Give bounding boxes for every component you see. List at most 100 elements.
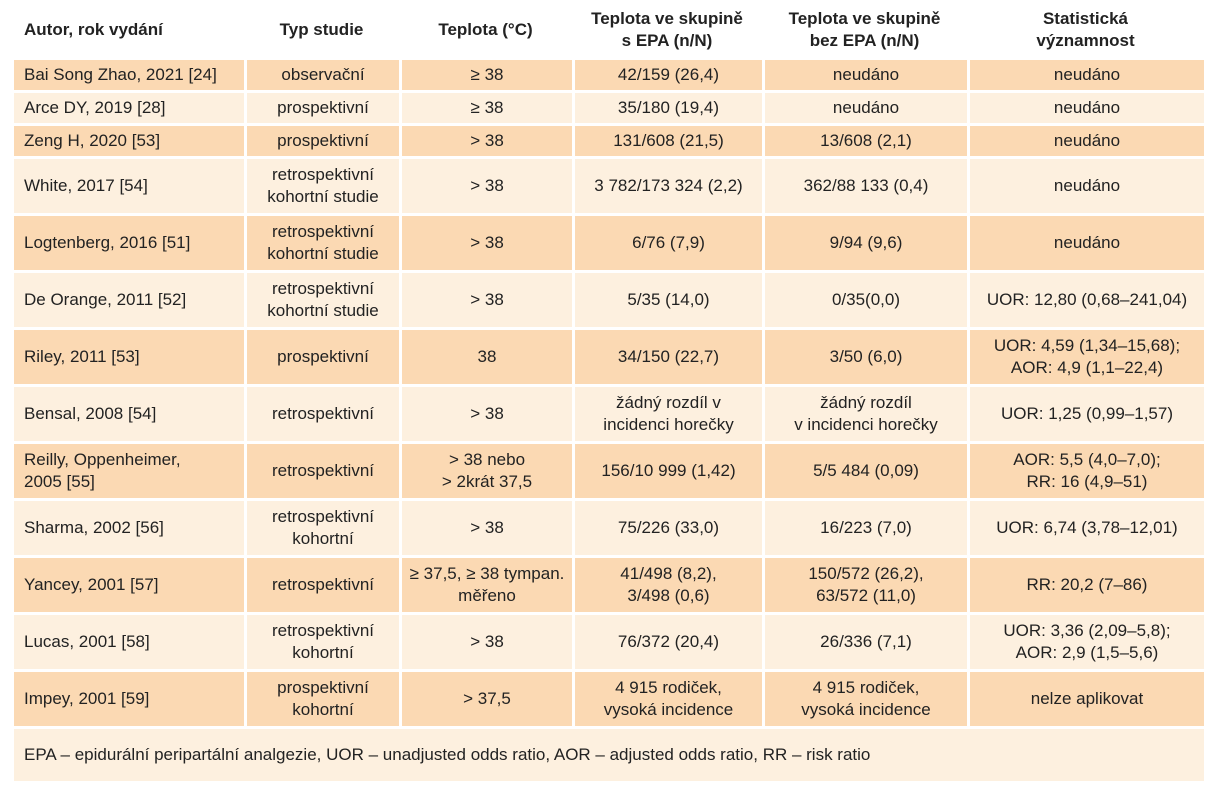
table-cell: > 38 <box>399 501 572 558</box>
table-cell: retrospektivní <box>244 444 399 501</box>
table-cell: neudáno <box>967 159 1204 216</box>
table-cell: Impey, 2001 [59] <box>14 672 244 729</box>
table-cell: > 38 <box>399 159 572 216</box>
table-cell: žádný rozdíl v incidenci horečky <box>572 387 762 444</box>
table-cell: > 37,5 <box>399 672 572 729</box>
table-cell: UOR: 4,59 (1,34–15,68); AOR: 4,9 (1,1–22,… <box>967 330 1204 387</box>
table-cell: prospektivní kohortní <box>244 672 399 729</box>
table-row: Zeng H, 2020 [53] prospektivní > 38 131/608… <box>14 126 1204 159</box>
table-row: Bensal, 2008 [54] retrospektivní > 38 žádný… <box>14 387 1204 444</box>
study-table: Autor, rok vydání Typ studie Teplota (°C) T… <box>14 0 1204 781</box>
table-cell: Yancey, 2001 [57] <box>14 558 244 615</box>
column-header: Teplota ve skupině s EPA (n/N) <box>572 0 762 60</box>
header-row: Autor, rok vydání Typ studie Teplota (°C) T… <box>14 0 1204 60</box>
table-cell: neudáno <box>762 93 967 126</box>
table-cell: UOR: 6,74 (3,78–12,01) <box>967 501 1204 558</box>
table-cell: > 38 <box>399 216 572 273</box>
table-cell: 35/180 (19,4) <box>572 93 762 126</box>
table-cell: Riley, 2011 [53] <box>14 330 244 387</box>
table-row: White, 2017 [54] retrospektivní kohortní s… <box>14 159 1204 216</box>
footnote-row: EPA – epidurální peripartální analgezie,… <box>14 729 1204 781</box>
column-header: Teplota ve skupině bez EPA (n/N) <box>762 0 967 60</box>
table-cell: 131/608 (21,5) <box>572 126 762 159</box>
table-cell: Bai Song Zhao, 2021 [24] <box>14 60 244 93</box>
column-header: Autor, rok vydání <box>14 0 244 60</box>
table-row: Bai Song Zhao, 2021 [24] observační ≥ 38 42… <box>14 60 1204 93</box>
table-cell: 362/88 133 (0,4) <box>762 159 967 216</box>
table-cell: De Orange, 2011 [52] <box>14 273 244 330</box>
table-cell: AOR: 5,5 (4,0–7,0); RR: 16 (4,9–51) <box>967 444 1204 501</box>
table-row: Yancey, 2001 [57] retrospektivní ≥ 37,5, ≥… <box>14 558 1204 615</box>
table-cell: Bensal, 2008 [54] <box>14 387 244 444</box>
table-cell: neudáno <box>967 60 1204 93</box>
table-cell: Arce DY, 2019 [28] <box>14 93 244 126</box>
table-cell: 3 782/173 324 (2,2) <box>572 159 762 216</box>
table-cell: retrospektivní <box>244 387 399 444</box>
table-cell: 16/223 (7,0) <box>762 501 967 558</box>
table-cell: 5/35 (14,0) <box>572 273 762 330</box>
table-cell: 0/35(0,0) <box>762 273 967 330</box>
table-cell: > 38 <box>399 387 572 444</box>
table-body: Bai Song Zhao, 2021 [24] observační ≥ 38 42… <box>14 60 1204 729</box>
table-header: Autor, rok vydání Typ studie Teplota (°C) T… <box>14 0 1204 60</box>
table-cell: neudáno <box>967 93 1204 126</box>
table-cell: UOR: 1,25 (0,99–1,57) <box>967 387 1204 444</box>
table-cell: retrospektivní <box>244 558 399 615</box>
table-cell: ≥ 37,5, ≥ 38 tympan. měřeno <box>399 558 572 615</box>
table-cell: prospektivní <box>244 330 399 387</box>
table-cell: Sharma, 2002 [56] <box>14 501 244 558</box>
table-cell: 4 915 rodiček, vysoká incidence <box>572 672 762 729</box>
footnote: EPA – epidurální peripartální analgezie,… <box>14 729 1204 781</box>
table-cell: 13/608 (2,1) <box>762 126 967 159</box>
table-cell: retrospektivní kohortní studie <box>244 216 399 273</box>
table-cell: prospektivní <box>244 93 399 126</box>
table-cell: 42/159 (26,4) <box>572 60 762 93</box>
table-cell: UOR: 12,80 (0,68–241,04) <box>967 273 1204 330</box>
table-row: Impey, 2001 [59] prospektivní kohortní > 37… <box>14 672 1204 729</box>
table-cell: Logtenberg, 2016 [51] <box>14 216 244 273</box>
table-row: Logtenberg, 2016 [51] retrospektivní kohor… <box>14 216 1204 273</box>
column-header: Teplota (°C) <box>399 0 572 60</box>
table-cell: > 38 <box>399 615 572 672</box>
table-cell: 9/94 (9,6) <box>762 216 967 273</box>
table-row: Lucas, 2001 [58] retrospektivní kohortní > … <box>14 615 1204 672</box>
table-cell: White, 2017 [54] <box>14 159 244 216</box>
table-cell: 150/572 (26,2), 63/572 (11,0) <box>762 558 967 615</box>
column-header: Typ studie <box>244 0 399 60</box>
table-cell: 5/5 484 (0,09) <box>762 444 967 501</box>
table-cell: retrospektivní kohortní <box>244 501 399 558</box>
table-cell: 38 <box>399 330 572 387</box>
table-row: Reilly, Oppenheimer, 2005 [55] retrospekti… <box>14 444 1204 501</box>
table-cell: RR: 20,2 (7–86) <box>967 558 1204 615</box>
table-row: Arce DY, 2019 [28] prospektivní ≥ 38 35/180… <box>14 93 1204 126</box>
table-cell: ≥ 38 <box>399 60 572 93</box>
table-cell: Reilly, Oppenheimer, 2005 [55] <box>14 444 244 501</box>
table-cell: 4 915 rodiček, vysoká incidence <box>762 672 967 729</box>
table-cell: neudáno <box>762 60 967 93</box>
table-cell: observační <box>244 60 399 93</box>
table-cell: Zeng H, 2020 [53] <box>14 126 244 159</box>
table-cell: 6/76 (7,9) <box>572 216 762 273</box>
table-cell: retrospektivní kohortní studie <box>244 273 399 330</box>
table-cell: Lucas, 2001 [58] <box>14 615 244 672</box>
table-cell: 75/226 (33,0) <box>572 501 762 558</box>
table-row: Riley, 2011 [53] prospektivní 38 34/150 (22… <box>14 330 1204 387</box>
table-cell: neudáno <box>967 126 1204 159</box>
table-cell: 3/50 (6,0) <box>762 330 967 387</box>
table-cell: prospektivní <box>244 126 399 159</box>
table-cell: nelze aplikovat <box>967 672 1204 729</box>
table-cell: retrospektivní kohortní <box>244 615 399 672</box>
table-cell: > 38 <box>399 273 572 330</box>
table-row: Sharma, 2002 [56] retrospektivní kohortní >… <box>14 501 1204 558</box>
table-cell: neudáno <box>967 216 1204 273</box>
table-cell: žádný rozdíl v incidenci horečky <box>762 387 967 444</box>
table-cell: 34/150 (22,7) <box>572 330 762 387</box>
table-cell: 26/336 (7,1) <box>762 615 967 672</box>
table-cell: 156/10 999 (1,42) <box>572 444 762 501</box>
table-cell: retrospektivní kohortní studie <box>244 159 399 216</box>
column-header: Statistická významnost <box>967 0 1204 60</box>
table-cell: 41/498 (8,2), 3/498 (0,6) <box>572 558 762 615</box>
table-cell: > 38 <box>399 126 572 159</box>
table-cell: ≥ 38 <box>399 93 572 126</box>
table-cell: > 38 nebo > 2krát 37,5 <box>399 444 572 501</box>
